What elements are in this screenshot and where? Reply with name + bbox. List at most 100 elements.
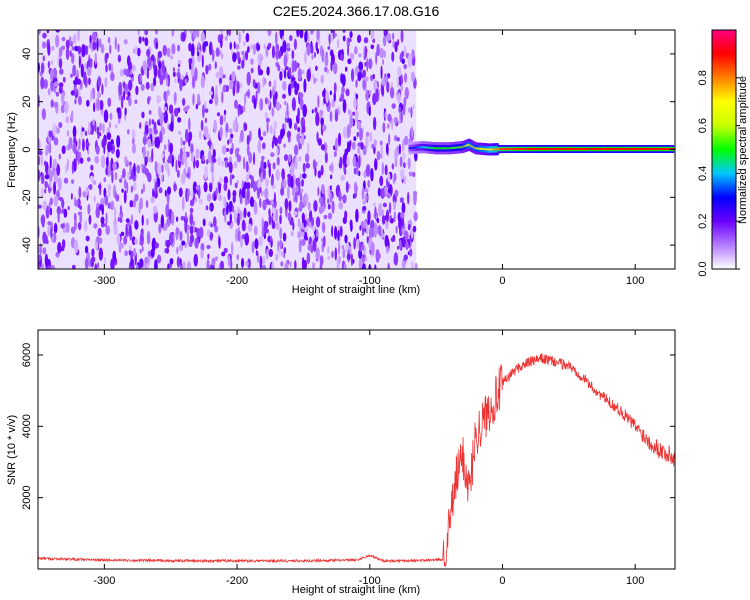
noise-cell — [124, 107, 127, 116]
noise-cell — [400, 211, 405, 219]
noise-cell — [80, 63, 84, 78]
noise-cell — [79, 205, 83, 210]
noise-cell — [334, 112, 339, 122]
noise-cell — [286, 130, 292, 139]
noise-cell — [48, 142, 52, 155]
noise-cell — [315, 41, 318, 52]
noise-cell — [381, 162, 385, 176]
noise-cell — [237, 230, 241, 242]
noise-cell — [178, 130, 182, 135]
signal-core — [586, 148, 590, 151]
noise-cell — [128, 224, 132, 237]
noise-cell — [62, 76, 66, 83]
noise-cell — [112, 162, 117, 171]
noise-cell — [283, 154, 289, 162]
noise-cell — [319, 262, 323, 269]
noise-cell — [61, 198, 65, 209]
noise-cell — [184, 78, 188, 84]
noise-cell — [104, 76, 108, 88]
noise-cell — [411, 49, 415, 60]
noise-cell — [315, 247, 320, 261]
noise-cell — [99, 99, 104, 111]
noise-cell — [249, 174, 252, 180]
noise-cell — [380, 65, 383, 80]
noise-cell — [336, 38, 340, 49]
noise-cell — [90, 164, 94, 171]
noise-cell — [402, 151, 406, 161]
snr-x-label: Height of straight line (km) — [292, 584, 420, 596]
noise-cell — [330, 30, 333, 34]
noise-cell — [134, 99, 138, 104]
noise-cell — [267, 30, 272, 37]
noise-cell — [339, 225, 343, 237]
signal-core — [633, 148, 638, 151]
noise-cell — [40, 214, 46, 226]
noise-cell — [307, 201, 311, 211]
noise-cell — [89, 175, 94, 182]
noise-cell — [176, 256, 181, 268]
noise-cell — [229, 173, 233, 186]
noise-cell — [333, 151, 337, 158]
noise-cell — [173, 92, 177, 104]
noise-cell — [262, 131, 267, 137]
noise-cell — [255, 90, 258, 105]
noise-cell — [88, 43, 92, 49]
noise-cell — [288, 154, 292, 163]
noise-cell — [201, 54, 204, 68]
noise-cell — [107, 97, 112, 108]
noise-cell — [83, 63, 88, 71]
noise-cell — [206, 229, 211, 237]
noise-cell — [211, 143, 214, 152]
noise-cell — [98, 38, 102, 48]
noise-cell — [128, 244, 132, 251]
noise-cell — [374, 206, 377, 219]
noise-cell — [38, 30, 41, 35]
noise-cell — [154, 136, 158, 148]
noise-cell — [189, 234, 195, 244]
noise-cell — [166, 89, 170, 96]
noise-cell — [81, 43, 86, 58]
noise-cell — [324, 152, 328, 164]
noise-cell — [166, 47, 171, 58]
noise-cell — [334, 140, 338, 150]
noise-cell — [315, 112, 320, 127]
noise-cell — [105, 53, 108, 61]
noise-cell — [232, 205, 235, 213]
noise-cell — [229, 213, 232, 224]
noise-cell — [91, 248, 95, 257]
noise-cell — [252, 78, 256, 88]
noise-cell — [165, 78, 169, 87]
noise-cell — [186, 260, 192, 269]
noise-cell — [214, 61, 217, 70]
noise-cell — [275, 221, 280, 231]
noise-cell — [325, 90, 330, 104]
noise-cell — [213, 119, 217, 133]
signal-core — [614, 148, 619, 151]
noise-cell — [391, 51, 395, 62]
noise-cell — [199, 226, 204, 239]
spectrogram-y-label: Frequency (Hz) — [6, 112, 18, 188]
noise-cell — [305, 194, 309, 204]
noise-cell — [198, 130, 202, 140]
snr-series-line — [38, 353, 675, 568]
noise-cell — [105, 64, 108, 73]
noise-cell — [413, 191, 417, 206]
noise-cell — [340, 92, 345, 102]
signal-core — [590, 148, 595, 151]
noise-cell — [333, 62, 338, 75]
noise-cell — [384, 164, 388, 176]
noise-cell — [61, 91, 65, 105]
noise-cell — [246, 188, 250, 201]
noise-cell — [229, 148, 234, 155]
noise-cell — [182, 79, 185, 87]
noise-cell — [344, 66, 348, 72]
noise-cell — [317, 138, 323, 146]
noise-cell — [53, 222, 58, 234]
noise-cell — [400, 110, 403, 124]
noise-cell — [323, 66, 328, 73]
noise-cell — [125, 223, 128, 236]
noise-cell — [356, 131, 359, 138]
noise-cell — [132, 64, 136, 72]
noise-cell — [299, 143, 302, 150]
noise-cell — [105, 156, 109, 168]
